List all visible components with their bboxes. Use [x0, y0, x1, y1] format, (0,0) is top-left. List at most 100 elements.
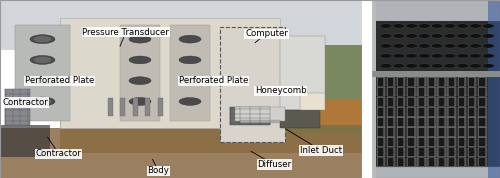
- Text: Perforated Plate: Perforated Plate: [179, 77, 248, 85]
- Bar: [407, 107, 416, 117]
- Bar: [108, 98, 112, 116]
- Bar: [407, 117, 416, 127]
- Bar: [459, 108, 464, 116]
- Bar: [427, 97, 436, 106]
- Bar: [120, 25, 160, 121]
- Bar: [438, 87, 446, 96]
- Bar: [417, 148, 426, 157]
- Circle shape: [388, 141, 394, 143]
- Circle shape: [34, 98, 52, 105]
- Bar: [388, 148, 394, 156]
- Circle shape: [129, 56, 151, 64]
- Bar: [478, 127, 486, 137]
- Bar: [418, 128, 424, 136]
- Bar: [468, 117, 476, 127]
- Bar: [407, 127, 416, 137]
- Bar: [408, 118, 414, 126]
- Bar: [398, 98, 404, 106]
- Bar: [469, 108, 474, 116]
- Circle shape: [393, 44, 405, 48]
- Bar: [408, 108, 414, 116]
- Circle shape: [429, 161, 434, 163]
- Bar: [468, 148, 476, 157]
- Bar: [60, 125, 364, 153]
- Bar: [280, 44, 365, 134]
- Bar: [428, 128, 434, 136]
- Bar: [458, 137, 466, 147]
- Bar: [397, 148, 406, 157]
- Bar: [376, 21, 488, 71]
- Bar: [388, 78, 394, 86]
- Bar: [386, 117, 396, 127]
- Circle shape: [419, 141, 424, 143]
- Circle shape: [409, 141, 414, 143]
- Text: Honeycomb: Honeycomb: [255, 86, 306, 95]
- Circle shape: [406, 44, 417, 48]
- Text: Diffuser: Diffuser: [251, 151, 292, 169]
- Bar: [438, 148, 446, 157]
- Circle shape: [393, 54, 405, 58]
- Circle shape: [482, 34, 494, 38]
- Bar: [459, 158, 464, 166]
- Bar: [386, 97, 396, 106]
- Circle shape: [470, 161, 475, 163]
- Bar: [468, 127, 476, 137]
- Bar: [449, 158, 454, 166]
- Bar: [418, 98, 424, 106]
- Bar: [388, 98, 394, 106]
- Bar: [458, 107, 466, 117]
- Circle shape: [431, 24, 443, 28]
- Bar: [418, 158, 424, 166]
- Circle shape: [456, 64, 468, 68]
- Bar: [428, 78, 434, 86]
- Bar: [468, 97, 476, 106]
- Circle shape: [470, 151, 475, 153]
- Circle shape: [431, 44, 443, 48]
- Text: Computer: Computer: [245, 29, 288, 43]
- Circle shape: [378, 161, 384, 163]
- Bar: [417, 107, 426, 117]
- Bar: [408, 148, 414, 156]
- Bar: [408, 78, 414, 86]
- Circle shape: [418, 24, 430, 28]
- Circle shape: [179, 98, 201, 105]
- Circle shape: [393, 34, 405, 38]
- Bar: [386, 87, 396, 96]
- Bar: [220, 27, 285, 142]
- Bar: [60, 18, 280, 128]
- Bar: [478, 158, 486, 167]
- Bar: [439, 98, 444, 106]
- Bar: [449, 108, 454, 116]
- Circle shape: [30, 35, 55, 44]
- Bar: [449, 118, 454, 126]
- Bar: [428, 88, 434, 96]
- Bar: [448, 87, 456, 96]
- Bar: [438, 117, 446, 127]
- Bar: [468, 77, 476, 86]
- Bar: [478, 148, 486, 157]
- Bar: [397, 77, 406, 86]
- Bar: [132, 98, 138, 116]
- Bar: [378, 118, 383, 126]
- Bar: [469, 128, 474, 136]
- Circle shape: [418, 64, 430, 68]
- Bar: [469, 158, 474, 166]
- Circle shape: [480, 141, 485, 143]
- Bar: [439, 148, 444, 156]
- Circle shape: [419, 151, 424, 153]
- Bar: [459, 138, 464, 146]
- Bar: [398, 88, 404, 96]
- Bar: [427, 148, 436, 157]
- Bar: [386, 127, 396, 137]
- Circle shape: [431, 54, 443, 58]
- Circle shape: [406, 24, 417, 28]
- Circle shape: [440, 161, 444, 163]
- Bar: [438, 77, 446, 86]
- Bar: [449, 88, 454, 96]
- Bar: [240, 120, 280, 123]
- Bar: [378, 128, 383, 136]
- Bar: [386, 137, 396, 147]
- Bar: [398, 138, 404, 146]
- Circle shape: [470, 34, 482, 38]
- Circle shape: [450, 151, 454, 153]
